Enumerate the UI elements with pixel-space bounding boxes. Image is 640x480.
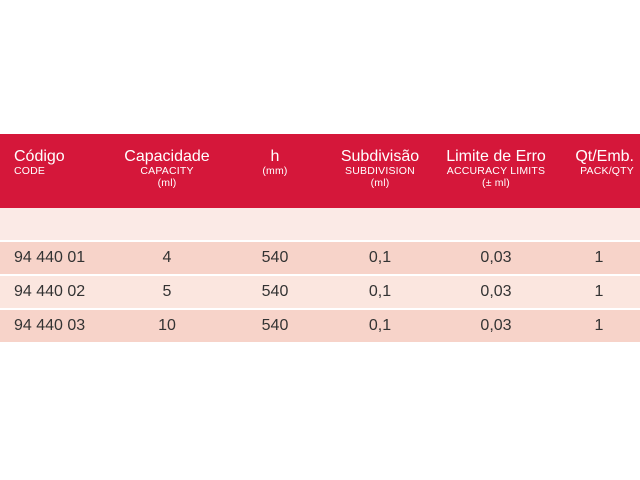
header-code-title: Código xyxy=(14,148,65,165)
cell-capacity: 4 xyxy=(162,249,172,266)
cell-code: 94 440 01 xyxy=(14,249,86,266)
header-accuracy-title: Limite de Erro xyxy=(446,148,546,165)
cell-qty: 1 xyxy=(594,249,604,266)
table-body: 94 440 01 4 540 0,1 0,03 1 94 440 02 5 5… xyxy=(0,242,640,344)
header-h: h (mm) xyxy=(240,148,310,178)
header-capacity-title: Capacidade xyxy=(124,148,210,165)
header-capacity: Capacidade CAPACITY (ml) xyxy=(112,148,222,189)
table-row: 94 440 01 4 540 0,1 0,03 1 xyxy=(0,242,640,274)
table-row: 94 440 03 10 540 0,1 0,03 1 xyxy=(0,310,640,342)
header-qty: Qt/Emb. PACK/QTY xyxy=(560,148,634,178)
header-accuracy-subtitle: ACCURACY LIMITS xyxy=(446,164,546,177)
header-code: Código CODE xyxy=(14,148,114,178)
cell-qty: 1 xyxy=(594,317,604,334)
table-row: 94 440 02 5 540 0,1 0,03 1 xyxy=(0,276,640,308)
header-qty-subtitle: PACK/QTY xyxy=(580,164,634,177)
cell-subdivision: 0,1 xyxy=(368,283,392,300)
header-h-title: h xyxy=(270,148,280,165)
header-spacer xyxy=(0,208,640,240)
header-code-subtitle: CODE xyxy=(14,164,46,177)
cell-capacity: 5 xyxy=(162,283,172,300)
cell-accuracy: 0,03 xyxy=(480,249,512,266)
cell-capacity: 10 xyxy=(158,317,176,334)
header-h-unit: (mm) xyxy=(262,164,288,177)
header-subdivision: Subdivisão SUBDIVISION (ml) xyxy=(330,148,430,189)
cell-h: 540 xyxy=(261,317,289,334)
cell-code: 94 440 03 xyxy=(14,317,86,334)
cell-h: 540 xyxy=(261,249,289,266)
header-accuracy-unit: (± ml) xyxy=(482,176,510,189)
cell-h: 540 xyxy=(261,283,289,300)
header-subdivision-subtitle: SUBDIVISION xyxy=(345,164,415,177)
header-subdivision-title: Subdivisão xyxy=(340,148,420,165)
cell-accuracy: 0,03 xyxy=(480,317,512,334)
header-qty-title: Qt/Emb. xyxy=(575,148,634,165)
table-header: Código CODE Capacidade CAPACITY (ml) h (… xyxy=(0,134,640,208)
cell-accuracy: 0,03 xyxy=(480,283,512,300)
header-capacity-unit: (ml) xyxy=(157,176,177,189)
cell-code: 94 440 02 xyxy=(14,283,86,300)
header-capacity-subtitle: CAPACITY xyxy=(140,164,194,177)
cell-subdivision: 0,1 xyxy=(368,317,392,334)
header-subdivision-unit: (ml) xyxy=(370,176,390,189)
header-accuracy: Limite de Erro ACCURACY LIMITS (± ml) xyxy=(432,148,560,189)
cell-qty: 1 xyxy=(594,283,604,300)
cell-subdivision: 0,1 xyxy=(368,249,392,266)
